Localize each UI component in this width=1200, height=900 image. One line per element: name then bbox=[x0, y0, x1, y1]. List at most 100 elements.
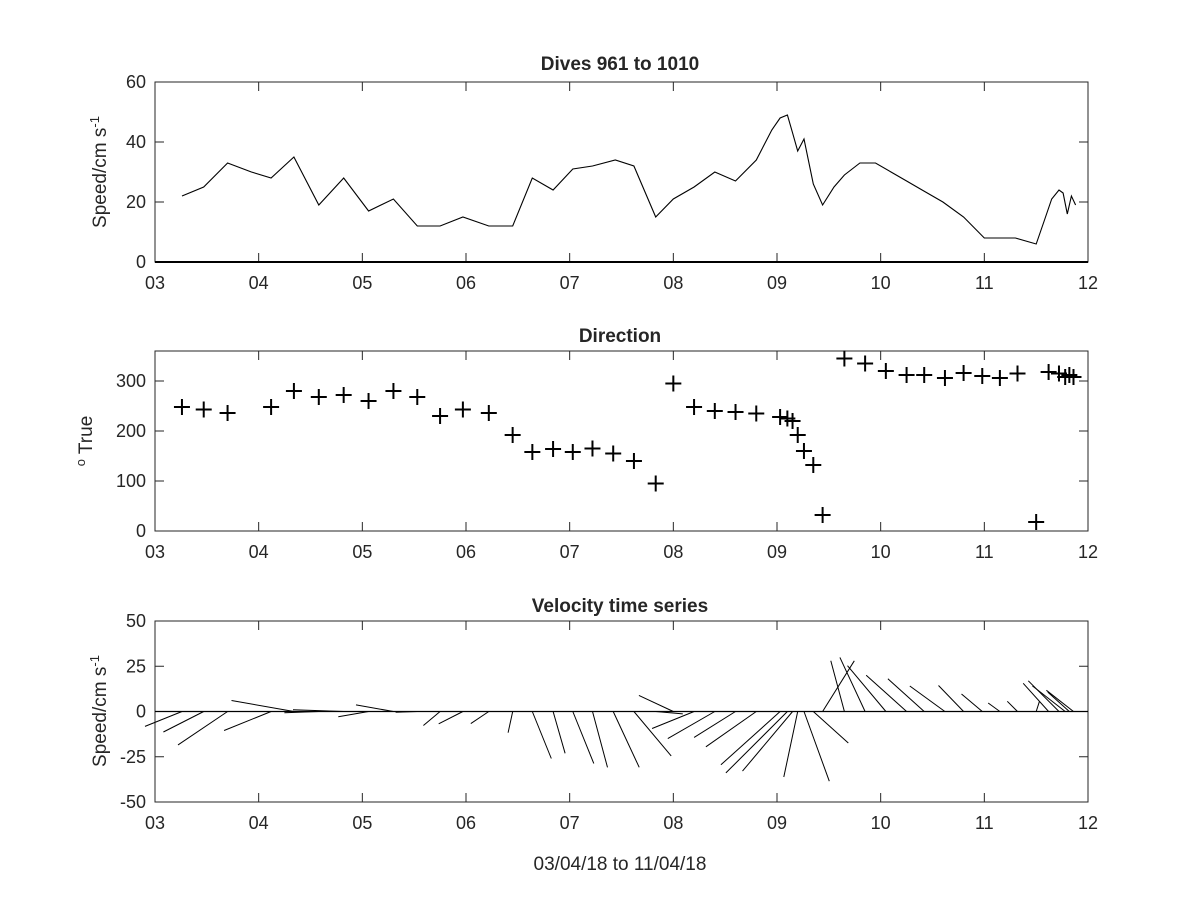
x-tick-label: 09 bbox=[767, 273, 787, 293]
direction-point-marker bbox=[432, 408, 449, 424]
velocity-stick bbox=[667, 711, 716, 740]
velocity-stick bbox=[725, 711, 788, 774]
direction-point-marker bbox=[173, 399, 190, 415]
velocity-stick bbox=[223, 711, 272, 731]
y-tick-label: 100 bbox=[116, 471, 146, 491]
direction-point-marker bbox=[195, 401, 212, 418]
velocity-stick bbox=[1046, 689, 1074, 712]
y-tick-label: 40 bbox=[126, 132, 146, 152]
direction-point-marker bbox=[727, 404, 744, 420]
y-tick-label: 0 bbox=[136, 521, 146, 541]
direction-point-marker bbox=[480, 405, 497, 421]
x-tick-label: 10 bbox=[871, 542, 891, 562]
y-tick-label: 200 bbox=[116, 421, 146, 441]
direction-point-marker bbox=[310, 389, 327, 405]
x-tick-label: 12 bbox=[1078, 813, 1098, 833]
velocity-stick bbox=[572, 711, 595, 764]
x-tick-label: 11 bbox=[975, 542, 994, 562]
direction-point-marker bbox=[686, 399, 703, 415]
velocity-stick bbox=[1027, 680, 1060, 712]
velocity-stick bbox=[705, 711, 757, 748]
direction-point-marker bbox=[647, 475, 664, 492]
velocity-stick bbox=[655, 711, 683, 715]
velocity-stick bbox=[720, 711, 781, 766]
x-tick-label: 06 bbox=[456, 813, 476, 833]
y-tick-label: 0 bbox=[136, 702, 146, 722]
velocity-panel: Velocity time series Speed/cm s-1 03/04/… bbox=[87, 596, 1098, 875]
velocity-panel-ylabel: Speed/cm s-1 bbox=[87, 655, 111, 767]
y-tick-label: 0 bbox=[136, 252, 146, 272]
direction-point-marker bbox=[504, 427, 521, 443]
velocity-stick bbox=[231, 700, 294, 712]
y-tick-label: 60 bbox=[126, 72, 146, 92]
velocity-stick bbox=[987, 702, 1001, 712]
y-tick-label: -25 bbox=[120, 747, 146, 767]
direction-point-marker bbox=[706, 403, 723, 419]
velocity-stick bbox=[887, 678, 925, 712]
speed-panel-ylabel: Speed/cm s-1 bbox=[87, 116, 111, 228]
speed-series-line bbox=[181, 114, 1077, 245]
velocity-stick bbox=[612, 711, 640, 768]
x-tick-label: 10 bbox=[871, 273, 891, 293]
x-tick-label: 05 bbox=[352, 273, 372, 293]
direction-point-marker bbox=[665, 375, 682, 392]
direction-panel: Direction o True 03 04 05 06 07 08 09 10 11 12 0 10… bbox=[73, 326, 1098, 562]
x-tick-label: 07 bbox=[560, 542, 580, 562]
direction-point-marker bbox=[1061, 367, 1078, 383]
direction-point-marker bbox=[916, 367, 933, 383]
x-tick-label: 05 bbox=[352, 813, 372, 833]
x-tick-label: 12 bbox=[1078, 273, 1098, 293]
velocity-stick bbox=[633, 711, 672, 757]
direction-point-marker bbox=[605, 445, 622, 462]
x-tick-label: 07 bbox=[560, 813, 580, 833]
x-tick-label: 08 bbox=[663, 813, 683, 833]
velocity-stick bbox=[592, 711, 608, 768]
direction-point-marker bbox=[409, 389, 426, 405]
velocity-stick bbox=[338, 711, 369, 718]
velocity-stick bbox=[1032, 685, 1066, 712]
direction-point-marker bbox=[1009, 365, 1026, 382]
velocity-stick bbox=[651, 711, 695, 729]
velocity-stick bbox=[1006, 700, 1018, 712]
direction-point-marker bbox=[898, 367, 915, 383]
direction-point-marker bbox=[285, 383, 302, 399]
direction-point-marker bbox=[857, 355, 874, 372]
velocity-stick bbox=[395, 711, 418, 713]
direction-point-marker bbox=[335, 387, 352, 403]
y-tick-label: -50 bbox=[120, 792, 146, 812]
direction-point-marker bbox=[263, 399, 280, 415]
direction-point-marker bbox=[789, 427, 806, 443]
direction-point-marker bbox=[1040, 364, 1057, 380]
velocity-stick bbox=[847, 665, 887, 712]
velocity-stick bbox=[693, 711, 736, 738]
velocity-stick bbox=[355, 704, 394, 712]
x-tick-label: 04 bbox=[249, 273, 269, 293]
x-tick-label: 07 bbox=[560, 273, 580, 293]
velocity-stick bbox=[163, 711, 204, 733]
velocity-stick bbox=[830, 660, 845, 712]
x-tick-label: 11 bbox=[975, 273, 994, 293]
direction-point-marker bbox=[795, 443, 812, 459]
direction-point-marker bbox=[584, 440, 601, 457]
velocity-stick bbox=[822, 660, 855, 712]
velocity-stick bbox=[177, 711, 228, 746]
axes-box bbox=[154, 81, 1089, 263]
direction-point-marker bbox=[625, 453, 642, 469]
velocity-stick bbox=[638, 694, 674, 712]
x-tick-label: 04 bbox=[249, 542, 269, 562]
direction-point-marker bbox=[814, 507, 831, 523]
direction-point-marker bbox=[991, 370, 1008, 386]
velocity-stick bbox=[144, 711, 183, 727]
velocity-stick bbox=[552, 711, 566, 754]
x-tick-label: 12 bbox=[1078, 542, 1098, 562]
velocity-stick bbox=[438, 711, 464, 725]
velocity-stick bbox=[507, 711, 514, 733]
x-tick-label: 03 bbox=[145, 273, 165, 293]
velocity-stick bbox=[1047, 691, 1070, 712]
direction-point-marker bbox=[385, 383, 402, 399]
y-tick-label: 300 bbox=[116, 371, 146, 391]
x-tick-label: 08 bbox=[663, 542, 683, 562]
x-tick-label: 10 bbox=[871, 813, 891, 833]
direction-point-marker bbox=[836, 350, 853, 367]
